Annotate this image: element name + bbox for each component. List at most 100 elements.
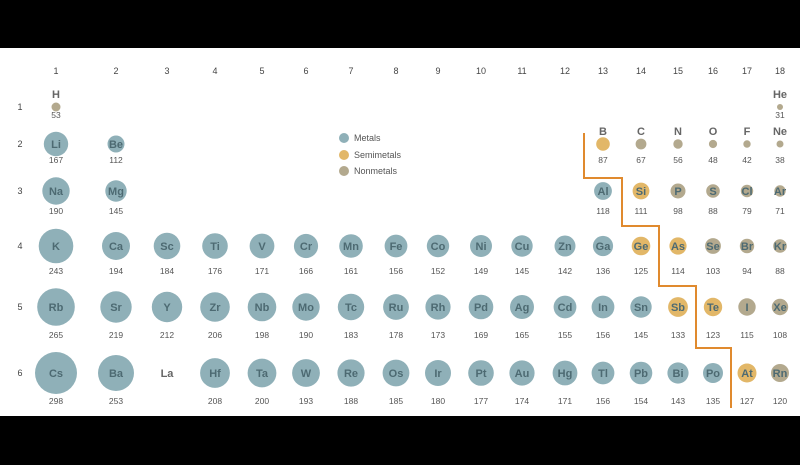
element-re-circle bbox=[337, 359, 365, 387]
element-ar-symbol: Ar bbox=[774, 186, 787, 198]
period-label-2: 2 bbox=[17, 139, 22, 149]
element-ir-symbol: Ir bbox=[434, 368, 442, 380]
atomic-radius-chart: 1 2 3 4 5 6 7 8 9 10 11 12 13 14 15 16 17 18123456MetalsS… bbox=[17, 66, 789, 408]
element-he-radius: 31 bbox=[775, 110, 785, 120]
element-at-symbol: At bbox=[741, 368, 753, 380]
element-kr-symbol: Kr bbox=[774, 241, 787, 253]
element-ti-circle bbox=[202, 233, 228, 259]
element-cd-circle bbox=[553, 295, 577, 319]
element-al-symbol: Al bbox=[598, 186, 609, 198]
element-mo-circle bbox=[292, 293, 320, 321]
element-cr-symbol: Cr bbox=[300, 241, 313, 253]
element-mn-radius: 161 bbox=[344, 266, 358, 276]
element-pt-circle bbox=[468, 360, 494, 386]
element-be-radius: 112 bbox=[109, 155, 123, 165]
element-zr-symbol: Zr bbox=[210, 302, 222, 314]
element-k-radius: 243 bbox=[49, 266, 63, 276]
element-cd-radius: 155 bbox=[558, 330, 572, 340]
element-au-circle bbox=[509, 360, 535, 386]
group-label-5: 5 bbox=[259, 66, 264, 76]
element-f-symbol: F bbox=[744, 126, 751, 138]
element-as-radius: 114 bbox=[671, 266, 685, 276]
element-ne-radius: 38 bbox=[775, 155, 785, 165]
element-o-symbol: O bbox=[709, 126, 718, 138]
element-ca-circle bbox=[102, 232, 130, 260]
element-k-symbol: K bbox=[52, 241, 60, 253]
element-v-symbol: V bbox=[258, 241, 266, 253]
period-label-5: 5 bbox=[17, 302, 22, 312]
element-nb-circle bbox=[247, 292, 277, 322]
element-xe-radius: 108 bbox=[773, 330, 787, 340]
element-ag-radius: 165 bbox=[515, 330, 529, 340]
element-ne-circle bbox=[776, 140, 784, 148]
element-sb-symbol: Sb bbox=[671, 302, 685, 314]
periodic-table-panel: 1 2 3 4 5 6 7 8 9 10 11 12 13 14 15 16 17 18 1 2 3 4 5 6 Metals S… bbox=[0, 48, 800, 416]
element-li-circle bbox=[43, 131, 69, 157]
element-bi-circle bbox=[667, 362, 689, 384]
element-pd-circle bbox=[468, 294, 494, 320]
element-b-circle bbox=[596, 137, 610, 151]
element-ta-radius: 200 bbox=[255, 396, 269, 406]
element-xe-circle bbox=[771, 298, 789, 316]
element-li-radius: 167 bbox=[49, 155, 63, 165]
element-zn-circle bbox=[554, 235, 576, 257]
element-ag-symbol: Ag bbox=[515, 302, 530, 314]
element-cr-radius: 166 bbox=[299, 266, 313, 276]
element-ti-radius: 176 bbox=[208, 266, 222, 276]
element-ta-circle bbox=[247, 358, 277, 388]
element-pt-radius: 177 bbox=[474, 396, 488, 406]
element-pt-symbol: Pt bbox=[476, 368, 487, 380]
element-ca-symbol: Ca bbox=[109, 241, 124, 253]
element-c-circle bbox=[635, 138, 647, 150]
element-b-symbol: B bbox=[599, 126, 607, 138]
element-nb-radius: 198 bbox=[255, 330, 269, 340]
element-mo-radius: 190 bbox=[299, 330, 313, 340]
element-f-radius: 42 bbox=[742, 155, 752, 165]
element-tc-symbol: Tc bbox=[345, 302, 357, 314]
element-o-radius: 48 bbox=[708, 155, 718, 165]
element-pb-circle bbox=[629, 361, 653, 385]
element-si-circle bbox=[632, 182, 650, 200]
element-tl-symbol: Tl bbox=[598, 368, 608, 380]
element-ge-circle bbox=[631, 236, 651, 256]
legend-nonmetal-dot bbox=[339, 166, 349, 176]
legend-semimetal-label: Semimetals bbox=[354, 150, 402, 160]
period-label-6: 6 bbox=[17, 368, 22, 378]
element-te-radius: 123 bbox=[706, 330, 720, 340]
element-sn-circle bbox=[630, 296, 652, 318]
element-rn-symbol: Rn bbox=[773, 368, 788, 380]
group-label-2: 2 bbox=[113, 66, 118, 76]
element-hg-circle bbox=[552, 360, 578, 386]
element-na-symbol: Na bbox=[49, 186, 64, 198]
element-s-circle bbox=[706, 184, 720, 198]
element-br-circle bbox=[739, 238, 755, 254]
group-label-9: 9 bbox=[435, 66, 440, 76]
element-tc-radius: 183 bbox=[344, 330, 358, 340]
element-re-symbol: Re bbox=[344, 368, 358, 380]
element-hf-circle bbox=[200, 358, 230, 388]
element-f-circle bbox=[743, 140, 751, 148]
element-la-symbol: La bbox=[161, 368, 175, 380]
element-ga-radius: 136 bbox=[596, 266, 610, 276]
element-mo-symbol: Mo bbox=[298, 302, 314, 314]
element-si-radius: 111 bbox=[635, 206, 648, 216]
group-label-18: 18 bbox=[775, 66, 785, 76]
element-ir-radius: 180 bbox=[431, 396, 445, 406]
element-cs-circle bbox=[35, 352, 77, 394]
element-se-circle bbox=[705, 238, 721, 254]
group-label-15: 15 bbox=[673, 66, 683, 76]
element-si-symbol: Si bbox=[636, 186, 646, 198]
element-pb-symbol: Pb bbox=[634, 368, 648, 380]
element-v-circle bbox=[249, 233, 275, 259]
group-label-10: 10 bbox=[476, 66, 486, 76]
metal-nonmetal-boundary-line bbox=[583, 133, 732, 408]
group-label-4: 4 bbox=[212, 66, 217, 76]
element-al-circle bbox=[594, 182, 612, 200]
element-cs-radius: 298 bbox=[49, 396, 63, 406]
element-ru-radius: 178 bbox=[389, 330, 403, 340]
group-label-13: 13 bbox=[598, 66, 608, 76]
element-as-circle bbox=[669, 237, 687, 255]
element-s-symbol: S bbox=[709, 186, 716, 198]
element-fe-symbol: Fe bbox=[390, 241, 403, 253]
